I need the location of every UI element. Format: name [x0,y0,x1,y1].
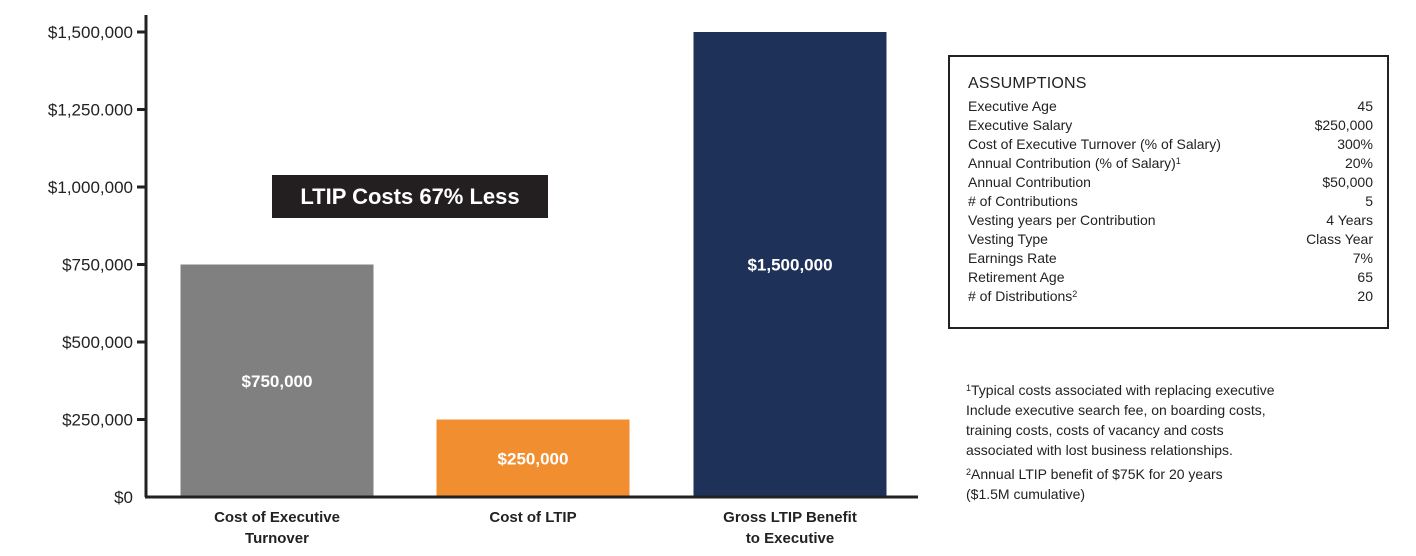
assumption-row: # of Distributions2 20 [968,287,1373,306]
x-category-label: Turnover [245,530,309,547]
footnote-line: Annual LTIP benefit of $75K for 20 years [971,466,1223,482]
assumption-label: # of Contributions [968,193,1078,209]
footnotes: 1Typical costs associated with replacing… [966,380,1326,508]
assumption-value: 4 Years [1326,212,1373,228]
assumption-label: Retirement Age [968,269,1065,285]
assumption-row: Cost of Executive Turnover (% of Salary)… [968,135,1373,154]
assumption-label: Executive Age [968,98,1057,114]
assumptions-box: ASSUMPTIONS Executive Age 45 Executive Sal… [948,55,1389,329]
footnote-marker: 1 [966,383,972,393]
assumption-row: Vesting Type Class Year [968,230,1373,249]
assumption-label: Cost of Executive Turnover (% of Salary) [968,136,1221,152]
assumption-value: 45 [1357,98,1373,114]
assumption-value: 65 [1357,269,1373,285]
y-tick-label: $500,000 [62,333,133,352]
bar-value-label: $250,000 [498,449,569,468]
footnote: 2Annual LTIP benefit of $75K for 20 year… [966,464,1326,504]
assumption-value: 300% [1337,136,1373,152]
assumption-value: 7% [1352,250,1373,266]
assumption-label: Annual Contribution (% of Salary)1 [968,155,1181,171]
assumptions-list: Executive Age 45 Executive Salary $250,000 C… [968,97,1373,306]
bar-chart: $0 $250,000 $500,000 $750,000 $1,000,000 $1,2… [48,15,918,547]
assumption-label: Vesting Type [968,231,1048,247]
assumption-value: $50,000 [1322,174,1373,190]
assumption-label: # of Distributions2 [968,288,1078,304]
footnote-line: associated with lost business relationsh… [966,442,1233,458]
assumption-label: Vesting years per Contribution [968,212,1156,228]
x-category-label: to Executive [746,530,834,547]
footnote-line: Include executive search fee, on boardin… [966,402,1266,418]
footnote: 1Typical costs associated with replacing… [966,380,1326,460]
bar-value-label: $750,000 [242,372,313,391]
bar [180,264,374,496]
footnote-marker: 1 [1175,156,1181,166]
assumption-value: 5 [1365,193,1373,209]
bar-value-label: $1,500,000 [747,256,832,275]
assumption-value: 20% [1344,155,1373,171]
assumption-row: Executive Age 45 [968,97,1373,116]
x-category-label: Gross LTIP Benefit [723,509,857,526]
footnote-line: Typical costs associated with replacing … [971,382,1275,398]
bar [693,32,887,496]
assumption-label: Annual Contribution [968,174,1091,190]
assumption-value: Class Year [1306,231,1373,247]
assumption-row: # of Contributions 5 [968,192,1373,211]
assumption-row: Executive Salary $250,000 [968,116,1373,135]
y-tick-label: $1,250.000 [48,101,133,120]
assumption-value: $250,000 [1314,117,1373,133]
bar [436,419,630,496]
y-tick-label: $1,000,000 [48,178,133,197]
assumption-label: Executive Salary [968,117,1073,133]
y-tick-label: $750,000 [62,256,133,275]
y-tick-label: $250,000 [62,411,133,430]
assumptions-title: ASSUMPTIONS [968,75,1087,92]
assumption-row: Earnings Rate 7% [968,249,1373,268]
x-category-label: Cost of Executive [214,509,340,526]
assumption-row: Annual Contribution (% of Salary)1 20% [968,154,1373,173]
assumption-row: Annual Contribution $50,000 [968,173,1373,192]
assumption-row: Retirement Age 65 [968,268,1373,287]
assumption-label: Earnings Rate [968,250,1057,266]
assumption-value: 20 [1357,288,1373,304]
footnote-marker: 2 [1072,289,1078,299]
footnote-line: training costs, costs of vacancy and cos… [966,422,1224,438]
footnote-marker: 2 [966,467,972,477]
ltip-callout: LTIP Costs 67% Less [272,175,548,218]
y-tick-label: $0 [114,488,133,507]
y-tick-label: $1,500,000 [48,23,133,42]
x-category-label: Cost of LTIP [489,509,576,526]
footnote-line: ($1.5M cumulative) [966,486,1086,502]
assumption-row: Vesting years per Contribution 4 Years [968,211,1373,230]
